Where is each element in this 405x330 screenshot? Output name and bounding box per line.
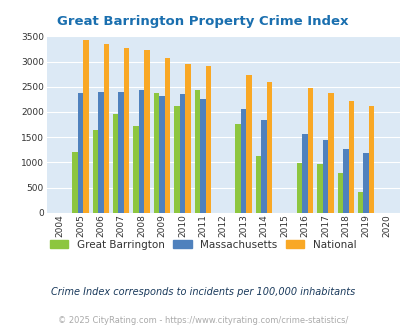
Bar xyxy=(205,66,211,213)
Bar xyxy=(103,44,109,213)
Bar xyxy=(368,106,373,213)
Bar xyxy=(164,58,170,213)
Bar xyxy=(77,93,83,213)
Bar xyxy=(261,120,266,213)
Bar xyxy=(194,90,200,213)
Bar xyxy=(118,92,124,213)
Bar xyxy=(255,156,261,213)
Bar xyxy=(139,90,144,213)
Text: © 2025 CityRating.com - https://www.cityrating.com/crime-statistics/: © 2025 CityRating.com - https://www.city… xyxy=(58,315,347,325)
Bar xyxy=(342,149,348,213)
Bar xyxy=(316,164,322,213)
Bar xyxy=(144,50,149,213)
Bar xyxy=(241,110,246,213)
Bar xyxy=(98,92,103,213)
Bar xyxy=(362,153,368,213)
Bar xyxy=(357,192,362,213)
Bar xyxy=(179,94,185,213)
Text: Great Barrington Property Crime Index: Great Barrington Property Crime Index xyxy=(57,15,348,28)
Bar xyxy=(113,115,118,213)
Bar xyxy=(83,40,88,213)
Bar xyxy=(327,93,333,213)
Bar xyxy=(337,173,342,213)
Bar xyxy=(235,124,241,213)
Bar xyxy=(296,163,301,213)
Bar xyxy=(153,93,159,213)
Bar xyxy=(133,126,139,213)
Bar xyxy=(72,152,77,213)
Bar xyxy=(348,101,353,213)
Bar xyxy=(200,99,205,213)
Bar xyxy=(307,88,313,213)
Bar xyxy=(92,130,98,213)
Bar xyxy=(246,75,252,213)
Bar xyxy=(159,96,164,213)
Bar xyxy=(322,140,327,213)
Legend: Great Barrington, Massachusetts, National: Great Barrington, Massachusetts, Nationa… xyxy=(45,236,360,254)
Bar xyxy=(301,134,307,213)
Bar xyxy=(174,106,179,213)
Text: Crime Index corresponds to incidents per 100,000 inhabitants: Crime Index corresponds to incidents per… xyxy=(51,287,354,297)
Bar xyxy=(266,82,272,213)
Bar xyxy=(124,49,129,213)
Bar xyxy=(185,64,190,213)
